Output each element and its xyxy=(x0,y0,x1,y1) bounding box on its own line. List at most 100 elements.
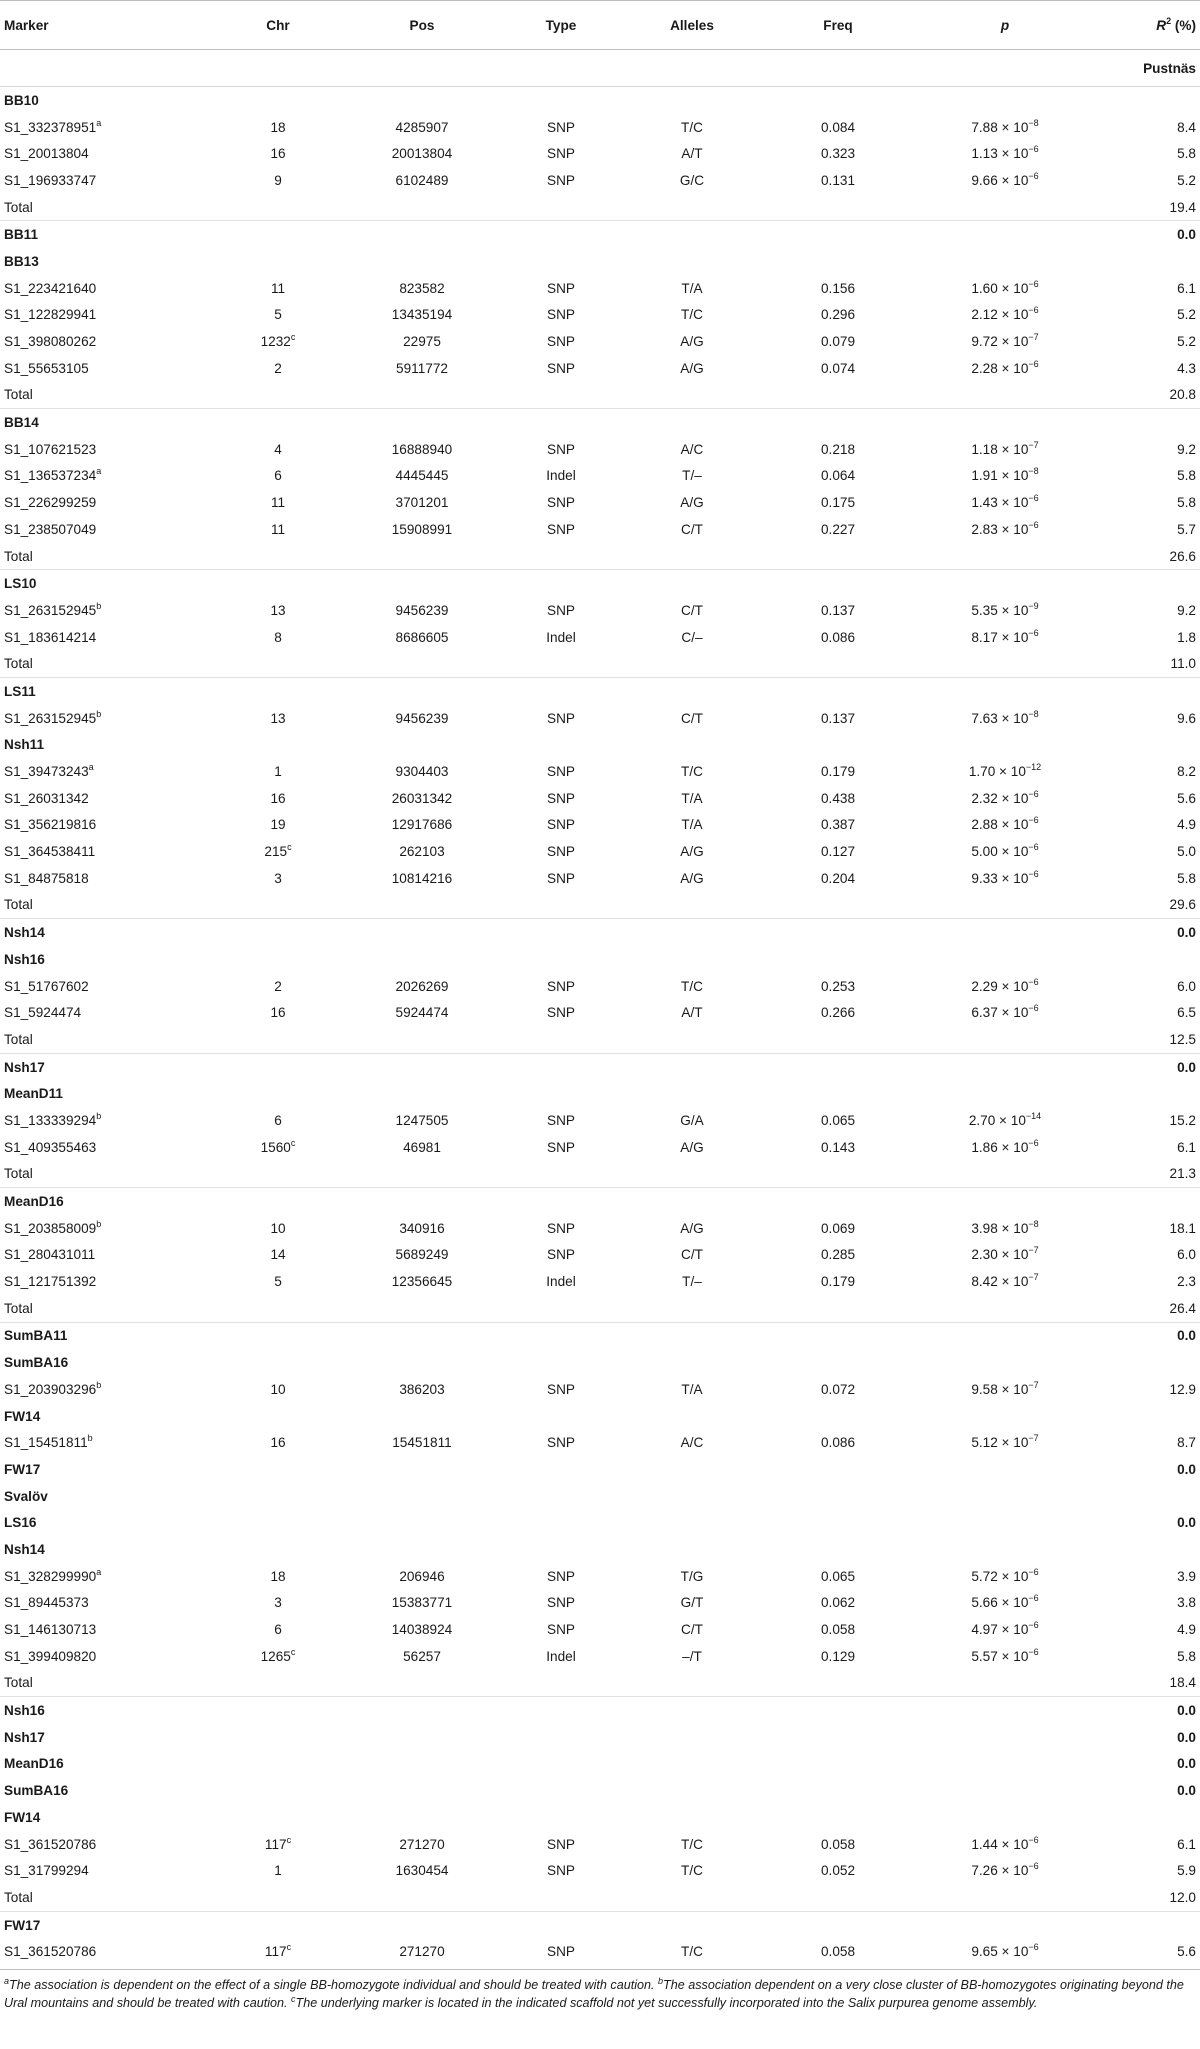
alleles-cell: T/– xyxy=(682,1274,702,1290)
table-row: S1_121751392 5 12356645 Indel T/– 0.179 8.42 ×… xyxy=(0,1268,1200,1295)
empty-cell xyxy=(212,732,344,759)
empty-cell xyxy=(500,1536,622,1563)
marker-id: S1_361520786 xyxy=(4,1944,97,1960)
p-exponent: −8 xyxy=(1028,466,1039,477)
r2-cell: 26.6 xyxy=(1096,542,1200,571)
trait-label: Nsh17 xyxy=(4,1059,45,1075)
freq-cell: 0.137 xyxy=(820,710,856,726)
p-cell: 1.86 × 10−6 xyxy=(914,1134,1096,1161)
r2-cell xyxy=(1096,732,1200,759)
p-exponent: −6 xyxy=(1028,788,1039,799)
chr-value: 2 xyxy=(274,360,282,376)
chr-value: 14 xyxy=(270,1247,286,1263)
chr-value: 215 xyxy=(264,844,288,860)
pos-cell: 1247505 xyxy=(395,1112,449,1128)
trait-row: LS16 0.0 xyxy=(0,1509,1200,1536)
marker-cell: S1_122829941 xyxy=(0,302,212,329)
r2-cell: 9.6 xyxy=(1177,710,1196,726)
trait-row: FW17 xyxy=(0,1911,1200,1938)
p-mantissa: 2.32 xyxy=(971,790,998,806)
p-times: × 10 xyxy=(997,441,1029,457)
type-cell: SNP xyxy=(547,334,575,350)
chr-cell: 16 xyxy=(212,999,344,1026)
p-mantissa: 5.57 xyxy=(971,1648,998,1664)
p-mantissa: 9.65 xyxy=(971,1944,998,1960)
empty-cell xyxy=(914,1483,1096,1510)
chr-value: 1560 xyxy=(260,1139,291,1155)
empty-cell xyxy=(500,1509,622,1536)
table-row: S1_89445373 3 15383771 SNP G/T 0.062 5.66 × 10… xyxy=(0,1590,1200,1617)
p-cell: 7.88 × 10−8 xyxy=(914,114,1096,141)
empty-cell xyxy=(622,891,762,920)
pos-cell: 262103 xyxy=(399,844,445,860)
trait-row: Nsh14 xyxy=(0,1536,1200,1563)
marker-id: S1_122829941 xyxy=(4,307,97,323)
empty-cell xyxy=(344,1669,500,1698)
freq-cell: 0.179 xyxy=(820,1274,856,1290)
chr-value: 19 xyxy=(270,817,286,833)
empty-cell xyxy=(212,409,344,436)
table-row: S1_51767602 2 2026269 SNP T/C 0.253 2.29 × 10−… xyxy=(0,973,1200,1000)
freq-cell: 0.086 xyxy=(820,629,856,645)
chr-cell: 10 xyxy=(212,1376,344,1403)
type-cell: SNP xyxy=(547,1622,575,1638)
p-times: × 10 xyxy=(997,280,1029,296)
p-exponent: −6 xyxy=(1028,305,1039,316)
trait-label: Nsh11 xyxy=(4,737,45,753)
chr-value: 3 xyxy=(274,870,282,886)
p-exponent: −6 xyxy=(1028,842,1039,853)
freq-cell: 0.064 xyxy=(820,468,856,484)
empty-cell xyxy=(914,221,1096,248)
freq-cell: 0.266 xyxy=(820,1005,856,1021)
r2-cell: 3.9 xyxy=(1177,1568,1196,1584)
empty-cell xyxy=(212,1294,344,1323)
total-row: Total 26.6 xyxy=(0,542,1200,571)
empty-cell xyxy=(344,919,500,946)
freq-cell: 0.072 xyxy=(820,1381,856,1397)
table-footnotes: aThe association is dependent on the eff… xyxy=(0,1969,1200,2012)
empty-cell xyxy=(500,678,622,705)
marker-cell: S1_361520786 xyxy=(0,1831,212,1858)
freq-cell: 0.131 xyxy=(820,172,856,188)
empty-cell xyxy=(914,193,1096,222)
empty-cell xyxy=(344,678,500,705)
chr-cell: 117c xyxy=(212,1831,344,1858)
p-times: × 10 xyxy=(997,1139,1029,1155)
marker-cell: S1_196933747 xyxy=(0,167,212,194)
chr-cell: 4 xyxy=(212,436,344,463)
p-exponent: −7 xyxy=(1028,1379,1039,1390)
chr-cell: 1 xyxy=(212,1857,344,1884)
marker-cell: S1_409355463 xyxy=(0,1134,212,1161)
r2-cell: 0.0 xyxy=(1177,1729,1196,1745)
r2-cell: 0.0 xyxy=(1177,1783,1196,1799)
freq-cell: 0.062 xyxy=(820,1595,856,1611)
chr-cell: 14 xyxy=(212,1242,344,1269)
empty-cell xyxy=(344,1456,500,1483)
alleles-cell: T/A xyxy=(681,1381,703,1397)
empty-cell xyxy=(914,946,1096,973)
r2-cell: 11.0 xyxy=(1096,650,1200,679)
marker-cell: S1_361520786 xyxy=(0,1938,212,1965)
empty-cell xyxy=(762,1403,914,1430)
marker-cell: S1_31799294 xyxy=(0,1857,212,1884)
empty-cell xyxy=(344,221,500,248)
empty-cell xyxy=(212,1160,344,1189)
freq-cell: 0.079 xyxy=(820,334,856,350)
r2-cell xyxy=(1096,1804,1200,1831)
empty-cell xyxy=(914,409,1096,436)
total-row: Total 29.6 xyxy=(0,891,1200,920)
r2-cell: 12.9 xyxy=(1169,1381,1196,1397)
trait-row: FW14 xyxy=(0,1804,1200,1831)
alleles-cell: C/T xyxy=(681,602,703,618)
marker-cell: S1_183614214 xyxy=(0,624,212,651)
p-mantissa: 2.83 xyxy=(971,521,998,537)
p-exponent: −7 xyxy=(1028,439,1039,450)
table-row: S1_238507049 11 15908991 SNP C/T 0.227 2.83 × … xyxy=(0,516,1200,543)
empty-cell xyxy=(500,221,622,248)
pos-cell: 1630454 xyxy=(395,1863,449,1879)
freq-cell: 0.058 xyxy=(820,1622,856,1638)
p-cell: 9.33 × 10−6 xyxy=(914,865,1096,892)
r2-cell: 4.9 xyxy=(1177,1622,1196,1638)
chr-value: 6 xyxy=(274,468,282,484)
r2-cell xyxy=(1096,248,1200,275)
